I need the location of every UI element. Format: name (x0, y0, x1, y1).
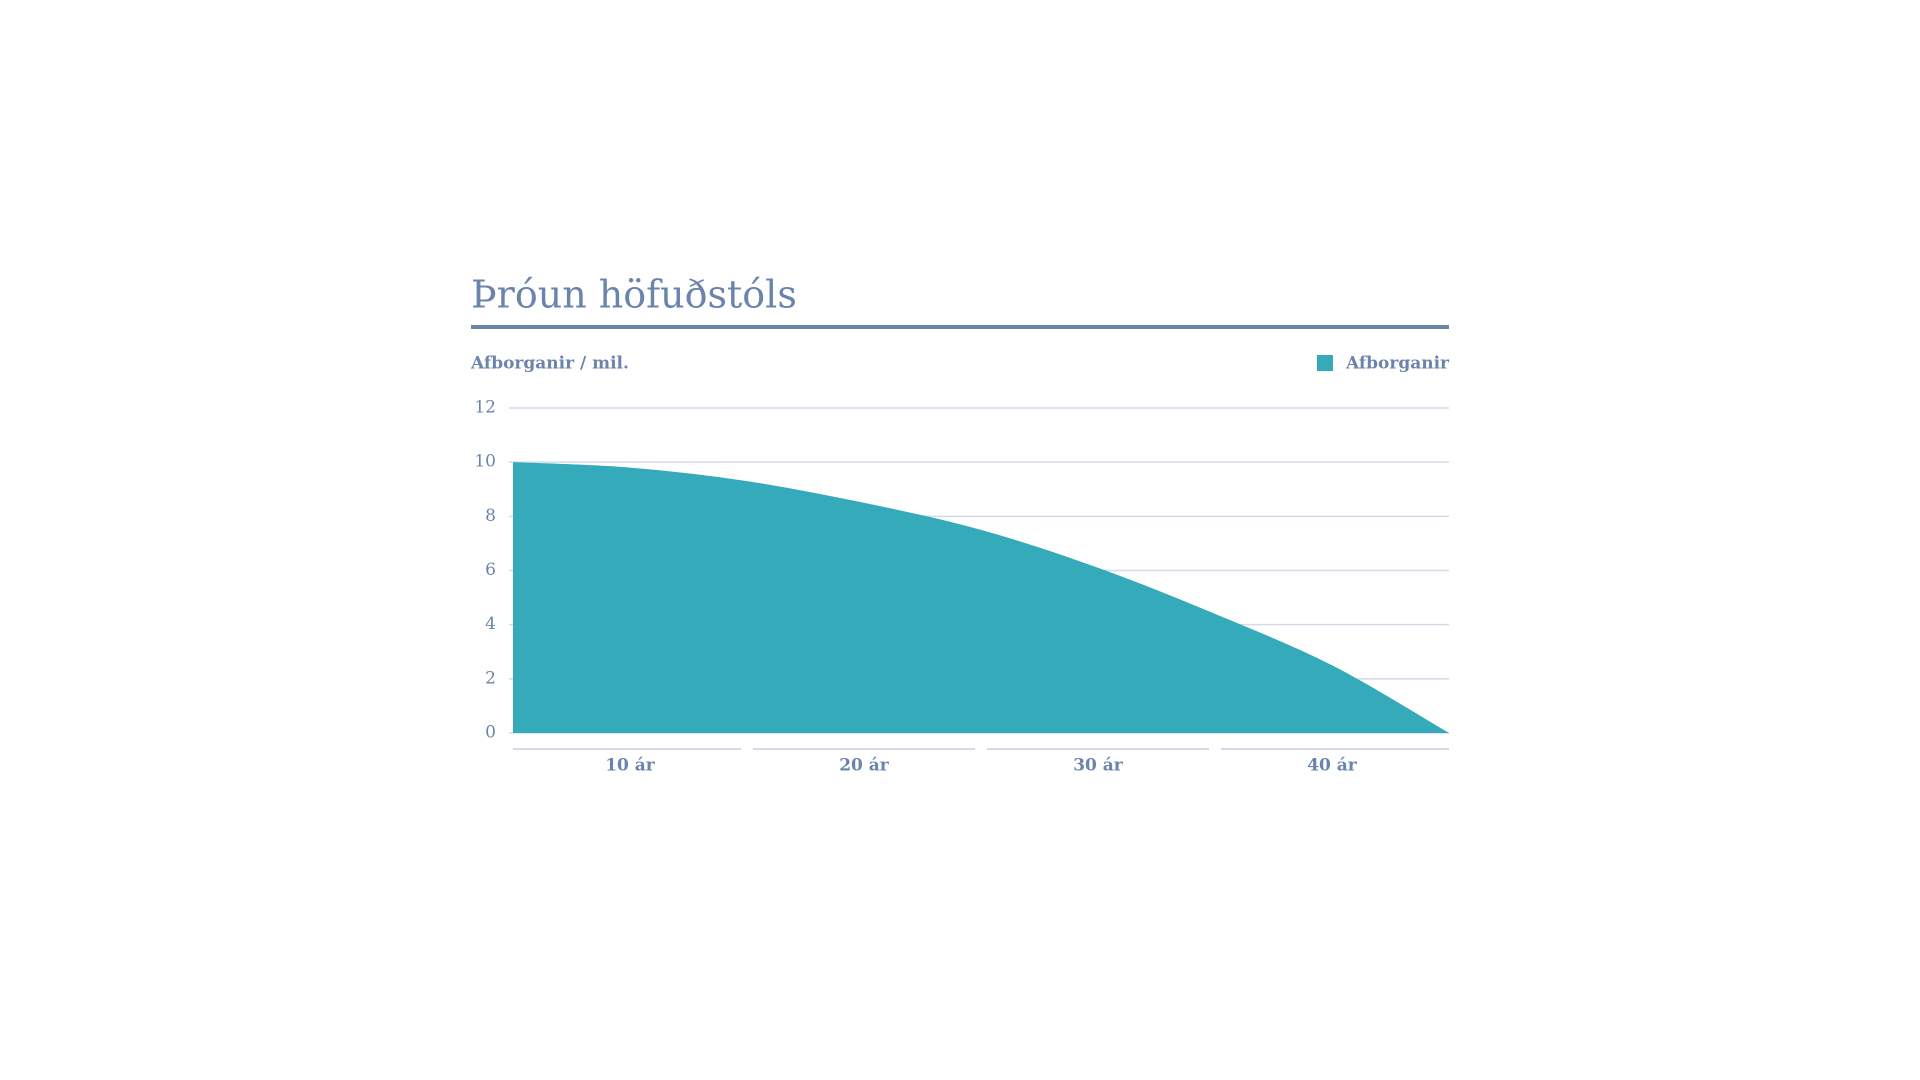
y-tick-label: 8 (485, 506, 496, 526)
y-axis-label: Afborganir / mil. (470, 354, 629, 374)
y-tick-label: 0 (485, 723, 496, 743)
x-tick-label: 40 ár (1307, 756, 1358, 776)
x-tick-label: 10 ár (605, 756, 656, 776)
y-tick-label: 2 (485, 668, 496, 688)
legend-swatch (1316, 355, 1333, 371)
y-tick-label: 10 (474, 452, 496, 472)
area (513, 462, 1449, 733)
y-tick-label: 4 (485, 614, 496, 634)
title-rule (471, 325, 1449, 329)
y-tick-label: 12 (474, 398, 496, 418)
y-tick-label: 6 (485, 560, 496, 580)
chart-title: Þróun höfuðstóls (471, 273, 797, 317)
x-tick-label: 30 ár (1073, 756, 1124, 776)
x-tick-label: 20 ár (839, 756, 890, 776)
legend-label: Afborganir (1345, 354, 1450, 374)
